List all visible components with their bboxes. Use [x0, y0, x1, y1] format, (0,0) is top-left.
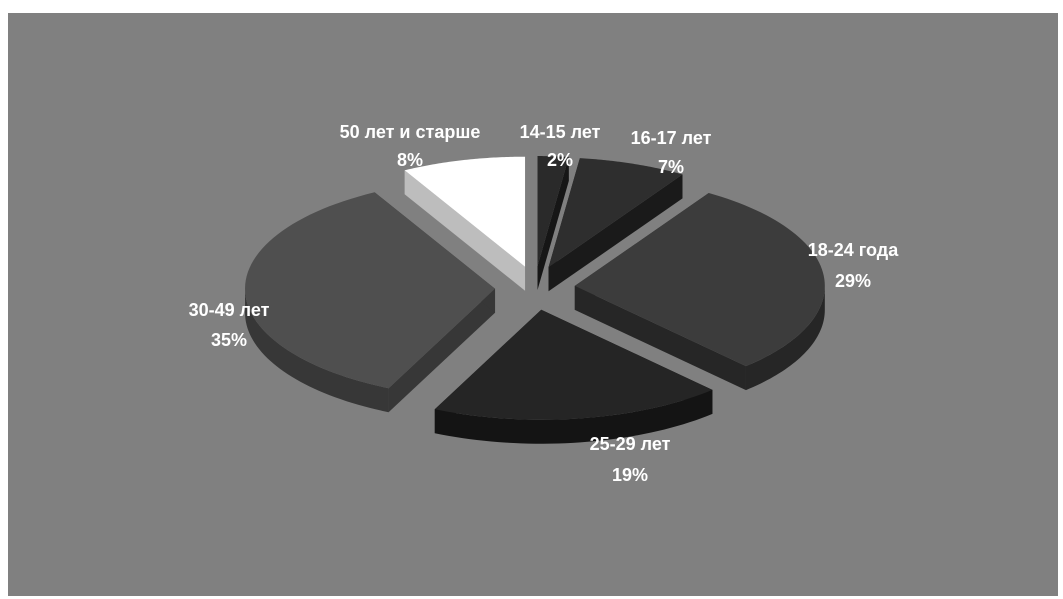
pie-labels: 14-15 лет 2% 16-17 лет 7% 18-24 года 29%…: [189, 122, 900, 485]
slice-25-29: [434, 309, 713, 444]
slice-top-18-24: [574, 193, 825, 367]
slice-top-50-plus: [404, 156, 526, 267]
slice-18-24: [574, 193, 825, 391]
label-pct-16-17: 7%: [658, 157, 684, 177]
slice-30-49: [245, 192, 496, 413]
slice-14-15: [537, 156, 569, 291]
slice-16-17: [548, 158, 683, 292]
slice-edge-25-29: [434, 389, 713, 444]
slice-50-plus: [404, 156, 526, 291]
label-pct-30-49: 35%: [211, 330, 247, 350]
slice-top-14-15: [537, 156, 569, 267]
slice-wall-18-24-1: [574, 285, 746, 391]
label-name-50-plus: 50 лет и старше: [340, 122, 481, 142]
label-pct-25-29: 19%: [612, 465, 648, 485]
pie-slices: [245, 156, 825, 444]
slice-wall-14-15-1: [537, 156, 569, 291]
slice-wall-50-plus-0: [404, 170, 526, 291]
label-pct-50-plus: 8%: [397, 150, 423, 170]
label-name-25-29: 25-29 лет: [590, 434, 671, 454]
slice-edge-18-24: [745, 285, 825, 391]
slice-edge-30-49: [245, 288, 389, 413]
slice-wall-30-49-0: [388, 288, 496, 413]
label-pct-14-15: 2%: [547, 150, 573, 170]
label-name-18-24: 18-24 года: [808, 240, 899, 260]
plot-area: [8, 13, 1058, 596]
label-name-30-49: 30-49 лет: [189, 300, 270, 320]
slice-top-25-29: [434, 309, 713, 420]
slice-top-30-49: [245, 192, 496, 389]
label-name-14-15: 14-15 лет: [520, 122, 601, 142]
slice-top-16-17: [548, 158, 683, 268]
label-pct-18-24: 29%: [835, 271, 871, 291]
slice-wall-16-17-1: [548, 174, 683, 292]
label-name-16-17: 16-17 лет: [631, 128, 712, 148]
